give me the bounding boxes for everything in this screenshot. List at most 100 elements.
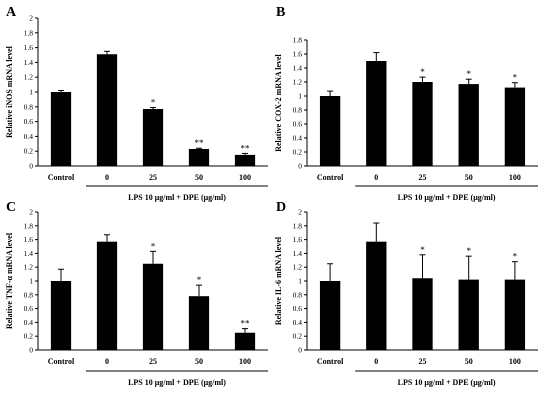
- y-tick-label: 0: [29, 346, 33, 355]
- panel-letter: A: [6, 5, 17, 20]
- category-label: 100: [509, 357, 521, 366]
- panel-letter: B: [276, 5, 285, 20]
- category-label: 100: [239, 173, 251, 182]
- y-tick-label: 2: [29, 208, 33, 217]
- category-label: 50: [195, 173, 203, 182]
- category-label: 25: [419, 173, 427, 182]
- bar: [366, 241, 387, 350]
- y-tick-label: 0: [298, 162, 302, 171]
- panel-b: B 0 0.2 0.4 0.6 0.8 1 1.2 1.4 1.6 1.8 Control 0 * 25 * 5…: [274, 5, 538, 202]
- category-label: 0: [374, 173, 378, 182]
- y-tick-label: 0: [29, 162, 33, 171]
- significance-mark: **: [241, 143, 251, 153]
- y-tick-label: 0.6: [24, 117, 34, 126]
- bar: [366, 61, 387, 166]
- bar: [458, 279, 479, 350]
- y-axis-label: Relative TNF-α mRNA level: [5, 232, 14, 329]
- x-axis-label: LPS 10 μg/ml + DPE (μg/ml): [398, 378, 496, 387]
- y-tick-label: 0.8: [293, 106, 303, 115]
- y-tick-label: 0.4: [24, 318, 34, 327]
- y-tick-label: 0.2: [24, 147, 34, 156]
- significance-mark: *: [513, 252, 518, 262]
- bar: [504, 279, 526, 350]
- significance-mark: *: [466, 69, 471, 79]
- y-tick-label: 2: [29, 14, 33, 23]
- y-tick-label: 1.6: [293, 50, 303, 59]
- y-tick-label: 1.4: [293, 249, 303, 258]
- panel-letter: C: [6, 200, 16, 215]
- significance-mark: *: [513, 73, 518, 83]
- category-label: 0: [105, 357, 109, 366]
- category-label: 100: [509, 173, 521, 182]
- y-tick-label: 0.8: [24, 290, 34, 299]
- category-label: 25: [149, 173, 157, 182]
- category-label: 50: [195, 357, 203, 366]
- y-tick-label: 1: [29, 277, 33, 286]
- y-tick-label: 1.4: [24, 249, 34, 258]
- significance-mark: *: [466, 246, 471, 256]
- y-tick-label: 0.4: [293, 134, 303, 143]
- y-tick-label: 1.6: [24, 43, 34, 52]
- bar: [142, 263, 164, 350]
- y-tick-label: 1.6: [293, 235, 303, 244]
- y-tick-label: 1.2: [293, 263, 303, 272]
- bar: [188, 148, 210, 166]
- y-tick-label: 0.4: [293, 318, 303, 327]
- y-tick-label: 1.8: [24, 28, 34, 37]
- y-tick-label: 1.2: [24, 263, 34, 272]
- y-tick-label: 1: [298, 92, 302, 101]
- category-label: 25: [149, 357, 157, 366]
- y-tick-label: 1.2: [293, 78, 303, 87]
- category-label: Control: [317, 357, 344, 366]
- bar: [50, 281, 72, 350]
- bar: [319, 281, 341, 350]
- y-tick-label: 1: [29, 88, 33, 97]
- bar: [188, 296, 210, 350]
- y-tick-label: 0.8: [24, 102, 34, 111]
- x-axis-label: LPS 10 μg/ml + DPE (μg/ml): [128, 378, 226, 387]
- panel-a: A 0 0.2 0.4 0.6 0.8 1 1.2 1.4 1.6 1.8 2 Control 0 * 25 *…: [5, 5, 268, 202]
- y-tick-label: 0.2: [24, 332, 34, 341]
- category-label: 50: [465, 357, 473, 366]
- y-tick-label: 1: [298, 277, 302, 286]
- y-tick-label: 2: [298, 208, 302, 217]
- y-tick-label: 1.8: [293, 221, 303, 230]
- x-axis-label: LPS 10 μg/ml + DPE (μg/ml): [398, 193, 496, 202]
- x-axis-label: LPS 10 μg/ml + DPE (μg/ml): [128, 193, 226, 202]
- y-tick-label: 0: [298, 346, 302, 355]
- panel-letter: D: [276, 200, 286, 215]
- category-label: 25: [419, 357, 427, 366]
- category-label: 50: [465, 173, 473, 182]
- y-tick-label: 0.2: [293, 148, 303, 157]
- y-axis-label: Relative IL-6 mRNA level: [274, 236, 283, 325]
- bar: [142, 109, 164, 166]
- bar: [96, 54, 118, 167]
- y-tick-label: 1.2: [24, 73, 34, 82]
- panel-d: D 0 0.2 0.4 0.6 0.8 1 1.2 1.4 1.6 1.8 2 Control 0 * 25 *…: [274, 200, 538, 387]
- bar: [412, 82, 433, 166]
- y-axis-label: Relative COX-2 mRNA level: [274, 53, 283, 151]
- y-tick-label: 0.4: [24, 132, 34, 141]
- bar: [50, 92, 72, 166]
- category-label: 100: [239, 357, 251, 366]
- y-tick-label: 1.8: [293, 36, 303, 45]
- category-label: 0: [105, 173, 109, 182]
- y-tick-label: 1.6: [24, 235, 34, 244]
- category-label: Control: [48, 173, 75, 182]
- bar: [234, 154, 256, 166]
- significance-mark: *: [197, 275, 202, 285]
- significance-mark: **: [241, 319, 251, 329]
- y-tick-label: 0.2: [293, 332, 303, 341]
- category-label: Control: [317, 173, 344, 182]
- y-tick-label: 0.8: [293, 290, 303, 299]
- y-tick-label: 1.4: [24, 58, 34, 67]
- y-tick-label: 1.4: [293, 64, 303, 73]
- bar: [412, 278, 433, 350]
- y-tick-label: 0.6: [24, 304, 34, 313]
- bar: [504, 87, 526, 166]
- panel-c: C 0 0.2 0.4 0.6 0.8 1 1.2 1.4 1.6 1.8 2 Control 0 * 25 *…: [5, 200, 268, 387]
- y-tick-label: 0.6: [293, 120, 303, 129]
- significance-mark: *: [151, 241, 156, 251]
